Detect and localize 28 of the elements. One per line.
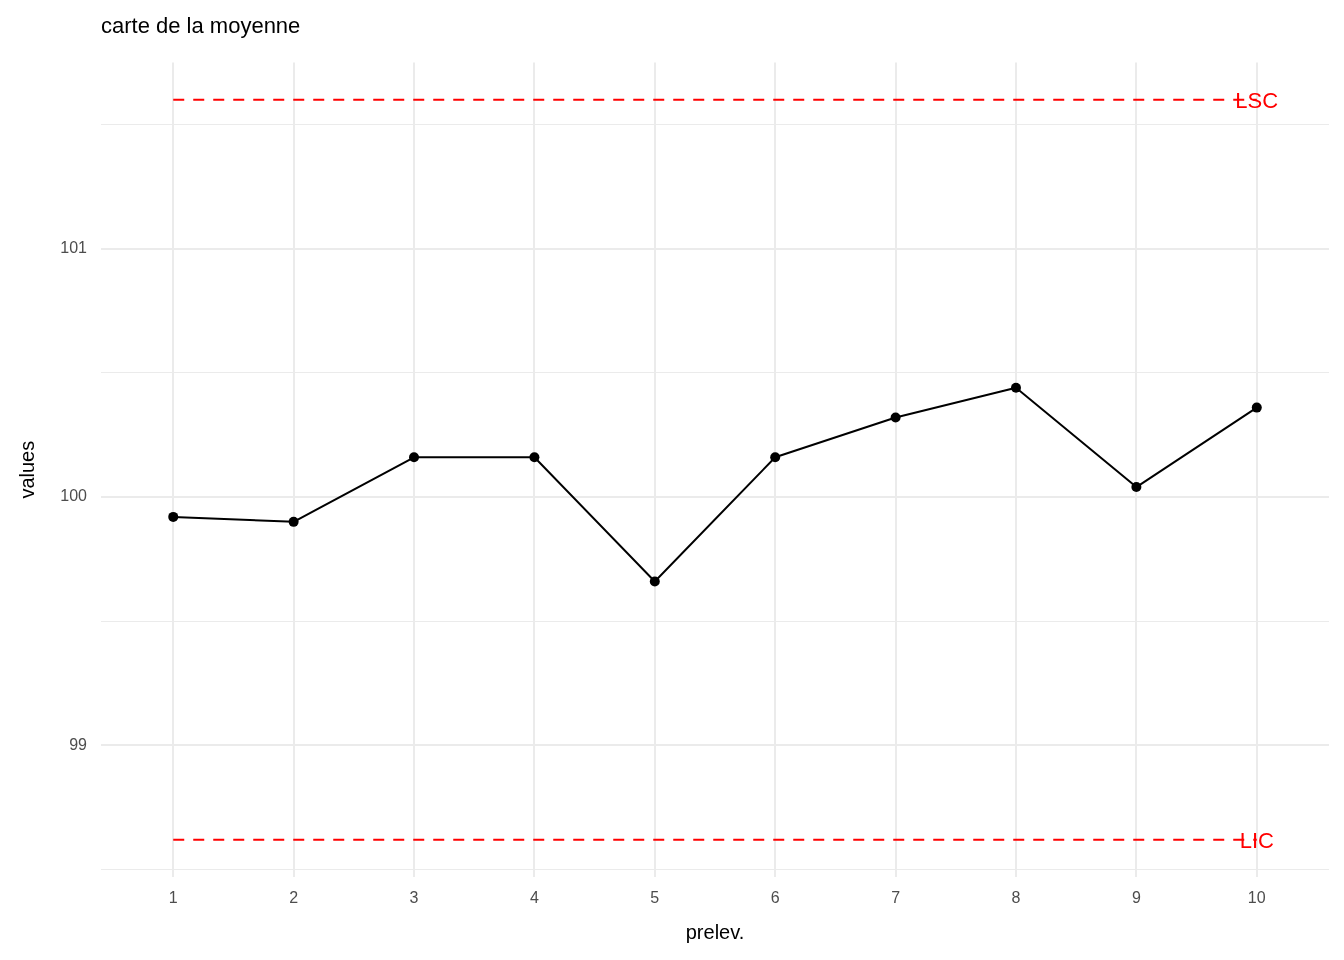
ref-line-label: LSC <box>1235 87 1279 113</box>
point <box>409 452 420 463</box>
x-axis-title: prelev. <box>685 920 745 943</box>
chart-title: carte de la moyenne <box>101 13 301 39</box>
x-tick-label: 7 <box>891 889 901 907</box>
point <box>770 452 781 463</box>
x-tick-label: 6 <box>770 889 780 907</box>
x-tick-label: 10 <box>1247 889 1266 907</box>
y-tick-label: 101 <box>60 239 88 257</box>
point <box>1131 482 1142 493</box>
x-tick-label: 1 <box>168 889 178 907</box>
x-tick-label: 4 <box>529 889 539 907</box>
x-tick-label: 2 <box>289 889 299 907</box>
ref-line-label: LIC <box>1239 827 1274 853</box>
x-tick-label: 5 <box>650 889 660 907</box>
x-tick-label: 9 <box>1131 889 1141 907</box>
point <box>168 511 179 522</box>
point <box>890 412 901 423</box>
y-tick-label: 99 <box>69 735 88 753</box>
point <box>288 516 299 527</box>
x-tick-label: 3 <box>409 889 419 907</box>
point <box>649 576 660 587</box>
point <box>1251 402 1262 413</box>
point <box>1010 382 1021 393</box>
y-tick-label: 100 <box>60 487 88 505</box>
y-axis-title: values <box>15 440 38 499</box>
x-tick-label: 8 <box>1011 889 1021 907</box>
point <box>529 452 540 463</box>
